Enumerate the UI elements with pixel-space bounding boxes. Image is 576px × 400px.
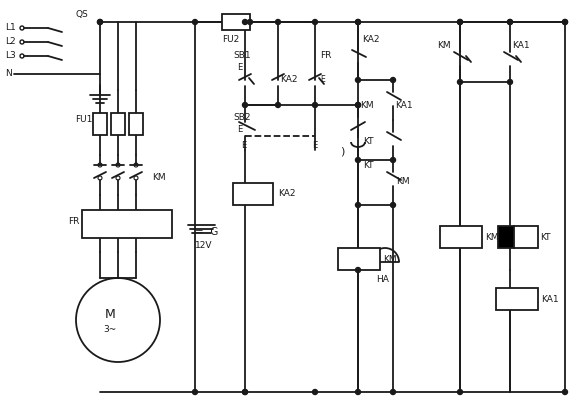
Text: KT: KT (363, 138, 373, 146)
Circle shape (242, 20, 248, 24)
Circle shape (242, 390, 248, 394)
Text: SB1: SB1 (233, 50, 251, 60)
Circle shape (355, 202, 361, 208)
Text: KA1: KA1 (541, 294, 559, 304)
Bar (496, 288, 538, 310)
Text: KM: KM (485, 232, 499, 242)
Text: L3: L3 (5, 52, 16, 60)
Text: N: N (5, 70, 12, 78)
Bar (111, 113, 125, 135)
Circle shape (355, 20, 361, 24)
Text: E: E (237, 126, 242, 134)
Bar (440, 226, 482, 248)
Circle shape (391, 202, 396, 208)
Text: E: E (320, 76, 325, 84)
Circle shape (275, 102, 281, 108)
Circle shape (355, 78, 361, 82)
Text: E: E (312, 140, 317, 150)
Circle shape (391, 158, 396, 162)
Text: KM: KM (152, 172, 166, 182)
Text: FR: FR (68, 218, 79, 226)
Text: FR: FR (320, 50, 331, 60)
Circle shape (355, 102, 361, 108)
Circle shape (313, 20, 317, 24)
Circle shape (355, 390, 361, 394)
Bar (82, 210, 172, 238)
Circle shape (192, 390, 198, 394)
Bar (514, 226, 538, 248)
Bar (129, 113, 143, 135)
Circle shape (457, 20, 463, 24)
Bar (93, 113, 107, 135)
Circle shape (507, 20, 513, 24)
Text: E: E (237, 62, 242, 72)
Bar (233, 183, 273, 205)
Circle shape (457, 80, 463, 84)
Text: KA1: KA1 (512, 40, 529, 50)
Circle shape (355, 268, 361, 272)
Text: KA1: KA1 (395, 100, 412, 110)
Bar (498, 226, 514, 248)
Circle shape (563, 390, 567, 394)
Circle shape (507, 20, 513, 24)
Text: =  G: = G (195, 227, 218, 237)
Circle shape (355, 20, 361, 24)
Text: KT: KT (363, 160, 373, 170)
Circle shape (563, 20, 567, 24)
Text: KA2: KA2 (280, 76, 297, 84)
Text: L1: L1 (5, 24, 16, 32)
Text: ): ) (340, 147, 344, 157)
Circle shape (248, 20, 252, 24)
Text: SB2: SB2 (233, 114, 251, 122)
Circle shape (391, 78, 396, 82)
Circle shape (457, 390, 463, 394)
Circle shape (242, 102, 248, 108)
Text: L2: L2 (5, 38, 16, 46)
Text: KM: KM (396, 178, 410, 186)
Text: KM: KM (437, 40, 450, 50)
Circle shape (97, 20, 103, 24)
Text: E: E (241, 140, 247, 150)
Text: 3~: 3~ (103, 326, 116, 334)
Circle shape (355, 102, 361, 108)
Text: 12V: 12V (195, 240, 213, 250)
Circle shape (391, 390, 396, 394)
Circle shape (275, 20, 281, 24)
Text: M: M (105, 308, 115, 322)
Text: HA: HA (377, 276, 389, 284)
Circle shape (313, 390, 317, 394)
Text: KA2: KA2 (362, 36, 380, 44)
Text: FU1: FU1 (75, 116, 92, 124)
Circle shape (192, 20, 198, 24)
Text: QS: QS (75, 10, 88, 20)
Text: KA2: KA2 (278, 190, 295, 198)
Circle shape (313, 102, 317, 108)
Text: KM: KM (360, 100, 374, 110)
Circle shape (457, 20, 463, 24)
Text: FU2: FU2 (222, 36, 239, 44)
Bar (338, 248, 380, 270)
Circle shape (355, 158, 361, 162)
Text: KM: KM (383, 254, 397, 264)
Text: KT: KT (540, 232, 551, 242)
Circle shape (97, 20, 103, 24)
Circle shape (563, 20, 567, 24)
Bar (222, 14, 250, 30)
Circle shape (507, 80, 513, 84)
Circle shape (242, 390, 248, 394)
